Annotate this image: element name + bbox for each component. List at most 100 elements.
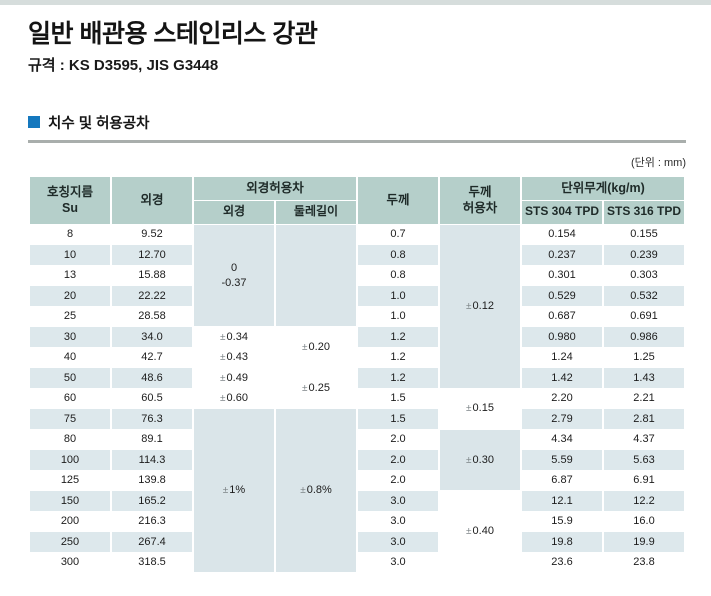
thickness-cell: 1.2	[356, 367, 440, 389]
page-content: 일반 배관용 스테인리스 강관 규격 : KS D3595, JIS G3448…	[0, 20, 711, 574]
outer-diameter-cell: 216.3	[110, 510, 194, 533]
weight-sts316-cell: 0.155	[602, 223, 686, 246]
outer-diameter-cell: 139.8	[110, 469, 194, 492]
weight-sts304-cell: 0.301	[520, 264, 604, 287]
nominal-diameter-cell: 100	[28, 449, 112, 471]
od-tolerance-circumference-cell	[274, 223, 358, 328]
weight-sts304-cell: 0.980	[520, 326, 604, 348]
outer-diameter-cell: 165.2	[110, 490, 194, 512]
thickness-cell: 1.5	[356, 387, 440, 410]
nominal-diameter-cell: 10	[28, 244, 112, 266]
header-nominal-diameter: 호칭지름 Su	[28, 175, 112, 225]
table-row: 20 22.22 1.0 0.529 0.532	[28, 285, 686, 307]
weight-sts316-cell: 4.37	[602, 428, 686, 451]
outer-diameter-cell: 89.1	[110, 428, 194, 451]
weight-sts316-cell: 19.9	[602, 531, 686, 553]
thickness-tolerance-cell: ±0.40	[438, 490, 522, 574]
weight-sts304-cell: 2.20	[520, 387, 604, 410]
table-row: 10 12.70 0.8 0.237 0.239	[28, 244, 686, 266]
weight-sts316-cell: 0.691	[602, 305, 686, 328]
thickness-cell: 1.2	[356, 326, 440, 348]
thickness-cell: 0.8	[356, 244, 440, 266]
weight-sts316-cell: 0.239	[602, 244, 686, 266]
outer-diameter-cell: 114.3	[110, 449, 194, 471]
header-unit-weight: 단위무게(kg/m)	[520, 175, 686, 201]
nominal-diameter-cell: 13	[28, 264, 112, 287]
weight-sts316-cell: 1.25	[602, 346, 686, 369]
dimensions-tolerance-table: 호칭지름 Su 외경 외경허용차 두께 두께 허용차 단위무게(kg/m) 외경…	[28, 175, 686, 574]
od-tolerance-circumference-cell: ±0.8%	[274, 408, 358, 574]
table-row: 250 267.4 3.0 19.8 19.9	[28, 531, 686, 553]
outer-diameter-cell: 76.3	[110, 408, 194, 430]
header-od-tolerance-circumference: 둘레길이	[274, 199, 358, 225]
section-rule	[28, 139, 686, 143]
table-row: 25 28.58 1.0 0.687 0.691	[28, 305, 686, 328]
od-tolerance-od-cell: ±1%	[192, 408, 276, 574]
thickness-cell: 3.0	[356, 551, 440, 574]
thickness-tolerance-cell: ±0.30	[438, 428, 522, 492]
outer-diameter-cell: 267.4	[110, 531, 194, 553]
blue-square-icon	[28, 116, 40, 129]
weight-sts316-cell: 2.81	[602, 408, 686, 430]
thickness-cell: 1.0	[356, 305, 440, 328]
table-row: 13 15.88 0.8 0.301 0.303	[28, 264, 686, 287]
page-subtitle: 규격 : KS D3595, JIS G3448	[28, 56, 219, 74]
nominal-diameter-cell: 8	[28, 223, 112, 246]
table-row: 125 139.8 2.0 6.87 6.91	[28, 469, 686, 492]
thickness-cell: 2.0	[356, 469, 440, 492]
weight-sts304-cell: 4.34	[520, 428, 604, 451]
header-thickness-tolerance: 두께 허용차	[438, 175, 522, 225]
weight-sts304-cell: 15.9	[520, 510, 604, 533]
weight-sts304-cell: 19.8	[520, 531, 604, 553]
thickness-cell: 0.7	[356, 223, 440, 246]
weight-sts316-cell: 6.91	[602, 469, 686, 492]
thickness-cell: 3.0	[356, 531, 440, 553]
nominal-diameter-cell: 50	[28, 367, 112, 389]
weight-sts304-cell: 5.59	[520, 449, 604, 471]
nominal-diameter-cell: 75	[28, 408, 112, 430]
od-tolerance-od-cell: ±0.34	[192, 326, 276, 348]
table-row: 200 216.3 3.0 15.9 16.0	[28, 510, 686, 533]
table-body: 8 9.52 0 -0.37 0.7 ±0.12 0.154 0.155 10 12.70 0.8…	[28, 223, 686, 574]
table-row: 100 114.3 2.0 5.59 5.63	[28, 449, 686, 471]
unit-label: (단위 : mm)	[630, 156, 686, 169]
nominal-diameter-cell: 30	[28, 326, 112, 348]
weight-sts316-cell: 0.986	[602, 326, 686, 348]
weight-sts316-cell: 0.303	[602, 264, 686, 287]
thickness-tolerance-cell: ±0.12	[438, 223, 522, 389]
od-tolerance-od-cell: ±0.43	[192, 346, 276, 369]
thickness-cell: 3.0	[356, 490, 440, 512]
header-od-tolerance: 외경허용차	[192, 175, 358, 201]
table-row: 80 89.1 2.0 ±0.30 4.34 4.37	[28, 428, 686, 492]
table-row: 40 42.7 ±0.43 1.2 1.24 1.25	[28, 346, 686, 369]
outer-diameter-cell: 42.7	[110, 346, 194, 369]
nominal-diameter-cell: 60	[28, 387, 112, 410]
table-row: 75 76.3 ±1% ±0.8% 1.5 2.79 2.81	[28, 408, 686, 574]
weight-sts316-cell: 0.532	[602, 285, 686, 307]
outer-diameter-cell: 60.5	[110, 387, 194, 410]
weight-sts304-cell: 0.529	[520, 285, 604, 307]
weight-sts304-cell: 0.154	[520, 223, 604, 246]
od-tolerance-od-cell: ±0.49	[192, 367, 276, 389]
weight-sts316-cell: 5.63	[602, 449, 686, 471]
thickness-cell: 1.5	[356, 408, 440, 430]
table-row: 60 60.5 ±0.60 1.5 ±0.15 2.20 2.21	[28, 387, 686, 430]
weight-sts304-cell: 6.87	[520, 469, 604, 492]
thickness-cell: 2.0	[356, 428, 440, 451]
weight-sts304-cell: 2.79	[520, 408, 604, 430]
weight-sts316-cell: 2.21	[602, 387, 686, 410]
weight-sts316-cell: 23.8	[602, 551, 686, 574]
header-sts-304-tpd: STS 304 TPD	[520, 199, 604, 225]
weight-sts304-cell: 1.24	[520, 346, 604, 369]
header-outer-diameter: 외경	[110, 175, 194, 225]
thickness-cell: 3.0	[356, 510, 440, 533]
thickness-cell: 0.8	[356, 264, 440, 287]
table-row: 50 48.6 ±0.49 ±0.25 1.2 1.42 1.43	[28, 367, 686, 410]
outer-diameter-cell: 12.70	[110, 244, 194, 266]
section-title: 치수 및 허용공차	[48, 115, 150, 132]
thickness-cell: 2.0	[356, 449, 440, 471]
table-row: 8 9.52 0 -0.37 0.7 ±0.12 0.154 0.155	[28, 223, 686, 389]
nominal-diameter-cell: 25	[28, 305, 112, 328]
od-tolerance-od-cell: 0 -0.37	[192, 223, 276, 328]
top-divider-bar	[0, 0, 711, 5]
